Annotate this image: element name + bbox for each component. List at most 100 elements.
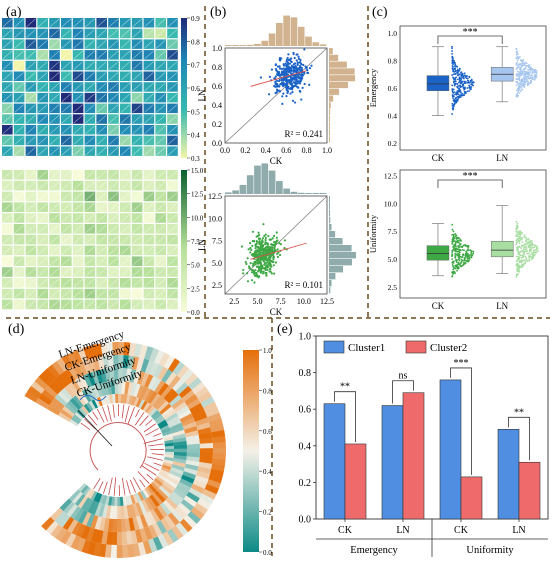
panel-label-c: (c) [372, 5, 388, 20]
jitter-point [525, 70, 528, 73]
jitter-point [515, 47, 518, 50]
jitter-point [519, 63, 522, 66]
ring-cell [146, 511, 157, 525]
x-tick-label: 0.4 [261, 146, 271, 155]
jitter-point [451, 74, 454, 76]
jitter-point [524, 256, 527, 259]
ring-cell [123, 394, 128, 404]
jitter-point [466, 77, 469, 80]
jitter-point [458, 253, 461, 256]
scatter-point [252, 264, 255, 267]
scatter-point [257, 262, 260, 265]
bar-cluster2 [460, 476, 483, 520]
ring-cell [153, 478, 163, 487]
ring-cell [132, 493, 139, 504]
ring-cell [134, 492, 142, 503]
jitter-point [467, 246, 469, 249]
cell-diagonal [168, 224, 178, 234]
jitter-point [451, 263, 454, 266]
regression-line [250, 70, 307, 87]
jitter-point [461, 245, 464, 248]
ring-cell [146, 485, 155, 495]
ring-cell [170, 426, 185, 434]
colorbar-tick-label: 0.0 [263, 549, 272, 557]
cell-diagonal [132, 29, 142, 38]
histogram-bar-top [246, 175, 254, 194]
cell-diagonal [73, 136, 83, 145]
jitter-point [531, 242, 533, 245]
cell-diagonal [120, 246, 130, 255]
cell-diagonal [85, 50, 95, 60]
significance-mark: ns [399, 371, 408, 382]
x-tick-label: 0.6 [281, 146, 291, 155]
histogram-bar-right [329, 245, 352, 252]
cell-diagonal [2, 300, 12, 309]
jitter-point [516, 222, 519, 225]
scatter-point [297, 86, 300, 89]
ring-cell [133, 370, 142, 384]
jitter-point [457, 258, 460, 261]
ring-cell [198, 432, 213, 440]
ring-cell [77, 347, 88, 362]
jitter-point [529, 81, 532, 84]
ring-cell [48, 381, 62, 395]
jitter-point [455, 237, 458, 240]
scatter-point [261, 272, 265, 275]
scatter-point [255, 240, 259, 243]
cell-diagonal [61, 181, 71, 190]
jitter-point [528, 258, 531, 261]
ring-cell [83, 345, 93, 361]
jitter-point [458, 259, 461, 262]
jitter-point [468, 76, 471, 78]
ring-cell [119, 496, 124, 506]
scatter-point [282, 63, 285, 66]
cell-diagonal [2, 104, 12, 113]
cell-diagonal [38, 82, 48, 92]
scatter-point [292, 74, 296, 77]
ring-cell [156, 473, 167, 482]
cell-diagonal [50, 147, 60, 156]
scatter-point [258, 243, 261, 246]
identity-line [224, 47, 328, 144]
cell-diagonal [144, 82, 154, 92]
ring-cell [161, 464, 172, 471]
jitter-point [526, 260, 529, 263]
ring-cell [147, 538, 158, 553]
ring-cell [163, 355, 176, 370]
ring-cell [186, 511, 201, 525]
scatter-point [286, 81, 289, 84]
cell-diagonal [73, 235, 83, 244]
ring-cell [162, 499, 175, 513]
ring-cell [141, 488, 150, 499]
ring-cell [118, 394, 122, 404]
jitter-point [516, 50, 519, 53]
cell-diagonal [168, 267, 178, 277]
ring-cell [202, 488, 217, 501]
cell-diagonal [61, 18, 71, 27]
y-tick-label: 5.0 [388, 255, 398, 264]
jitter-point [454, 93, 456, 96]
cell-diagonal [97, 147, 107, 156]
cell-diagonal [85, 115, 95, 124]
cell-diagonal [50, 40, 60, 49]
cell-diagonal [132, 72, 142, 81]
jitter-point [518, 268, 521, 270]
cell-diagonal [109, 203, 119, 212]
cell-diagonal [61, 246, 71, 255]
panel-label-b: (b) [210, 5, 227, 20]
cell-diagonal [97, 29, 107, 38]
jitter-point [451, 84, 454, 87]
scatter-point [250, 248, 253, 252]
cell-diagonal [61, 115, 71, 124]
scatter-point [281, 102, 284, 105]
regression-line [250, 242, 307, 260]
ring-cell [149, 347, 160, 363]
scatter-point [283, 69, 287, 72]
cell-diagonal [38, 61, 48, 70]
jitter-point [458, 69, 461, 71]
ring-cell [59, 371, 72, 386]
jitter-point [457, 90, 459, 93]
jitter-point [453, 100, 456, 103]
cell-diagonal [14, 147, 24, 156]
ring-cell [158, 352, 171, 367]
